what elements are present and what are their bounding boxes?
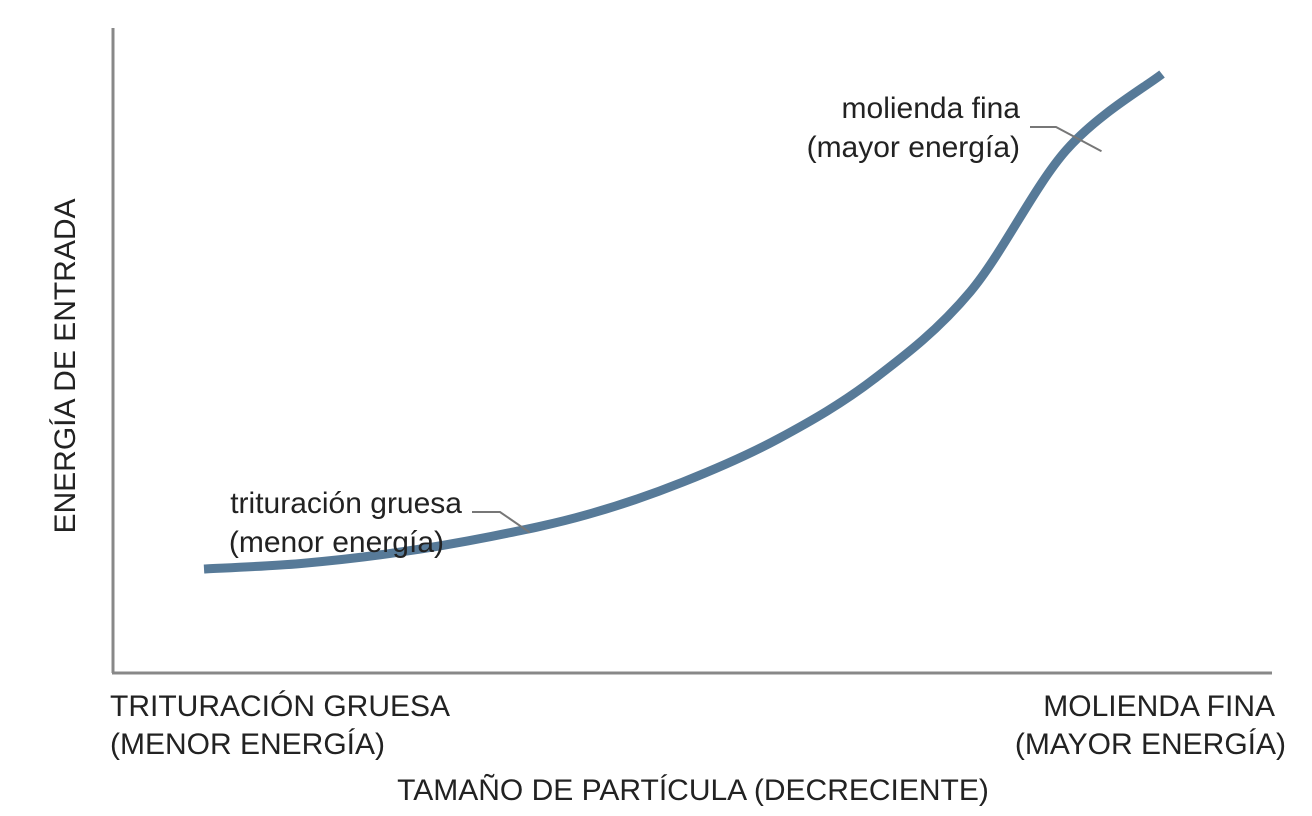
x-axis-label: TAMAÑO DE PARTÍCULA (DECRECIENTE) [397, 773, 989, 807]
y-axis-label: ENERGÍA DE ENTRADA [49, 198, 82, 533]
annotation-fine-line2: (mayor energía) [807, 131, 1020, 164]
annotation-coarse-line2: (menor energía) [229, 526, 444, 559]
annotation-coarse-line1: trituración gruesa [230, 487, 462, 520]
x-end-label-left-line1: TRITURACIÓN GRUESA [110, 690, 450, 723]
x-end-label-left-line2: (MENOR ENERGÍA) [110, 728, 385, 761]
x-end-label-right-line2: (MAYOR ENERGÍA) [1015, 728, 1286, 761]
energy-curve [203, 70, 1165, 574]
x-end-label-right-line1: MOLIENDA FINA [1043, 690, 1275, 723]
leader-line-coarse [472, 511, 531, 534]
leader-line-fine [1030, 126, 1102, 153]
annotation-fine-line1: molienda fina [842, 92, 1021, 125]
